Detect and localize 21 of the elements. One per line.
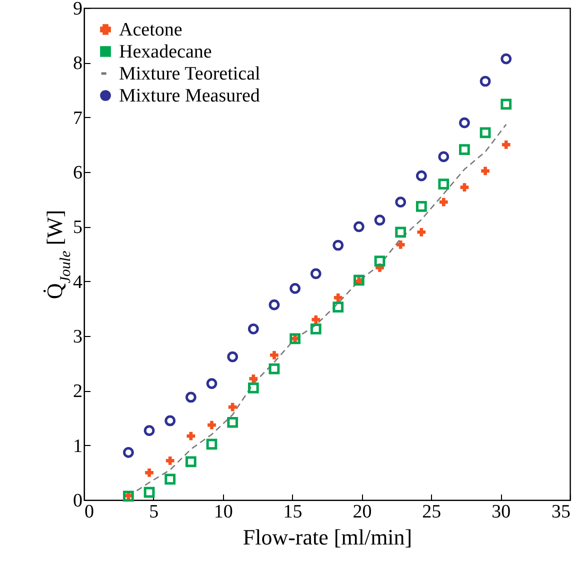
legend-label: Mixture Measured — [119, 86, 260, 106]
legend-label: Acetone — [119, 20, 182, 40]
y-tick-label: 4 — [73, 272, 83, 293]
x-tick-label: 10 — [214, 502, 233, 522]
y-tick-label: 5 — [73, 217, 82, 238]
legend-label: Mixture Teoretical — [119, 64, 260, 84]
x-tick-label: 15 — [283, 502, 302, 522]
y-tick-label: 8 — [73, 53, 82, 74]
x-tick-label: 25 — [422, 502, 442, 522]
x-axis-title: Flow-rate [ml/min] — [242, 524, 412, 550]
y-tick-label: 3 — [73, 326, 82, 348]
x-tick-label: 30 — [492, 502, 511, 522]
x-tick-label: 20 — [352, 502, 372, 522]
y-tick-label: 6 — [73, 162, 82, 184]
y-tick-label: 1 — [73, 436, 82, 457]
y-tick-label: 7 — [73, 108, 82, 129]
legend-label: Hexadecane — [119, 42, 212, 62]
x-tick-label: 35 — [552, 502, 570, 522]
y-tick-label: 9 — [73, 0, 82, 20]
x-tick-label: 5 — [149, 502, 159, 522]
y-tick-label: 2 — [73, 381, 82, 402]
